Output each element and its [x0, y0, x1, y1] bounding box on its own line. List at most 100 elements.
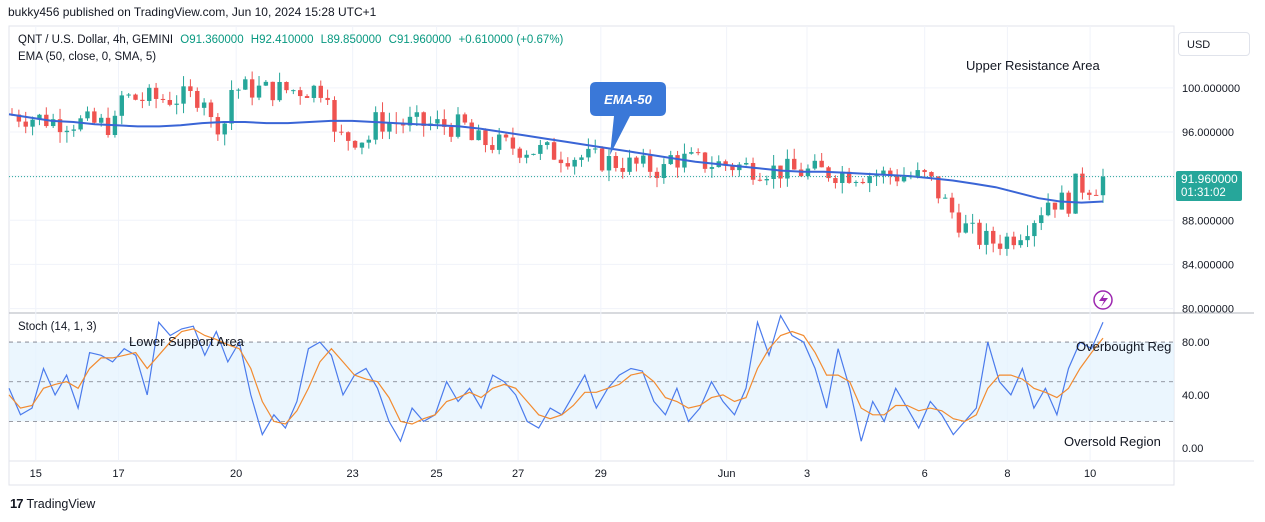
- time-axis[interactable]: 15 17 20 23 25 27 29 Jun 3 6 8 10: [30, 468, 1097, 480]
- candle-body: [30, 119, 35, 127]
- high-value: H92.410000: [250, 34, 314, 46]
- candle-body: [894, 175, 900, 182]
- candle-body: [153, 87, 159, 99]
- candle-body: [1073, 173, 1078, 214]
- candle-body: [414, 112, 420, 117]
- candle-body: [277, 81, 282, 101]
- candle-body: [496, 134, 502, 150]
- time-tick-label: 15: [30, 468, 42, 480]
- time-tick-label: 25: [430, 468, 442, 480]
- candle-body: [695, 152, 701, 154]
- time-tick-label: 27: [512, 468, 524, 480]
- ema50-line: [8, 113, 1104, 204]
- candle-body: [867, 176, 872, 184]
- candle-body: [620, 167, 625, 172]
- candle-body: [325, 97, 330, 101]
- stoch-legend[interactable]: Stoch (14, 1, 3): [18, 321, 97, 333]
- brand-name: TradingView: [26, 496, 96, 511]
- price-tick-label: 80.000000: [1182, 304, 1234, 316]
- candle-body: [297, 90, 303, 97]
- time-tick-label: 23: [347, 468, 359, 480]
- candle-body: [757, 179, 763, 181]
- candle-body: [881, 170, 886, 176]
- candle-body: [840, 171, 845, 184]
- candle-body: [991, 230, 996, 244]
- lightning-icon[interactable]: [1093, 290, 1113, 310]
- low-value: L89.850000: [320, 34, 382, 46]
- candle-body: [1080, 173, 1085, 193]
- price-axis[interactable]: 100.00000096.00000092.00000088.00000084.…: [1182, 83, 1240, 455]
- candle-body: [215, 117, 221, 135]
- candle-body: [538, 144, 543, 154]
- price-tick-label: 88.000000: [1182, 215, 1234, 227]
- candle-body: [78, 118, 83, 130]
- change-value: +0.610000 (+0.67%): [458, 34, 564, 46]
- stoch-tick-label: 0.00: [1182, 443, 1203, 455]
- candle-body: [723, 161, 728, 166]
- candle-body: [929, 172, 934, 177]
- candle-body: [819, 160, 824, 168]
- candle-body: [915, 170, 920, 177]
- candle-body: [634, 157, 639, 164]
- candle-body: [1039, 215, 1044, 224]
- candle-body: [984, 230, 989, 245]
- candle-body: [332, 100, 337, 132]
- candle-body: [236, 89, 241, 91]
- candle-body: [1025, 236, 1030, 241]
- candle-body: [483, 130, 488, 146]
- symbol-legend[interactable]: QNT / U.S. Dollar, 4h, GEMINI O91.360000…: [18, 34, 567, 46]
- candle-body: [737, 164, 742, 171]
- candle-body: [1011, 236, 1016, 246]
- candle-body: [510, 137, 516, 149]
- candle-body: [105, 117, 111, 135]
- last-price-value: 91.960000: [1181, 172, 1238, 186]
- candle-body: [133, 94, 138, 100]
- candle-body: [524, 154, 529, 158]
- candle-body: [606, 156, 612, 171]
- candle-body: [92, 111, 97, 123]
- candle-body: [147, 87, 152, 101]
- currency-selector[interactable]: USD: [1178, 32, 1250, 56]
- candle-body: [963, 223, 968, 233]
- candle-body: [551, 142, 557, 160]
- stoch-tick-label: 40.00: [1182, 390, 1210, 402]
- candle-body: [263, 81, 269, 86]
- candle-body: [641, 155, 646, 164]
- candle-body: [785, 158, 790, 179]
- oversold-label: Oversold Region: [1064, 434, 1161, 449]
- candle-body: [949, 197, 955, 213]
- candle-body: [208, 102, 214, 118]
- candle-body: [654, 171, 660, 179]
- candle-body: [792, 158, 797, 170]
- candle-body: [1066, 192, 1071, 214]
- candle-body: [71, 129, 76, 131]
- candle-body: [339, 131, 344, 133]
- candle-body: [188, 86, 193, 91]
- candle-body: [730, 165, 735, 171]
- candles-group: [9, 71, 1106, 256]
- stoch-k-line: [8, 314, 1104, 443]
- time-tick-label: 20: [230, 468, 242, 480]
- candle-body: [647, 155, 653, 172]
- candle-body: [689, 152, 694, 154]
- candle-body: [222, 123, 227, 135]
- candle-body: [346, 132, 351, 141]
- candle-body: [1004, 236, 1010, 249]
- price-tick-label: 84.000000: [1182, 259, 1234, 271]
- candle-body: [778, 165, 783, 179]
- candle-body: [249, 79, 255, 98]
- candle-body: [846, 171, 852, 183]
- candle-body: [997, 243, 1003, 249]
- candle-body: [558, 159, 564, 164]
- candle-body: [407, 116, 413, 126]
- tradingview-logo[interactable]: 17 TradingView: [10, 496, 95, 511]
- candle-body: [1045, 202, 1051, 216]
- candle-body: [400, 124, 406, 126]
- candle-body: [181, 86, 186, 104]
- candle-body: [352, 140, 358, 148]
- last-price-label: 91.960000 01:31:02: [1176, 171, 1242, 201]
- time-tick-label: 6: [922, 468, 928, 480]
- candle-body: [874, 175, 879, 177]
- ema-legend[interactable]: EMA (50, close, 0, SMA, 5): [18, 51, 157, 63]
